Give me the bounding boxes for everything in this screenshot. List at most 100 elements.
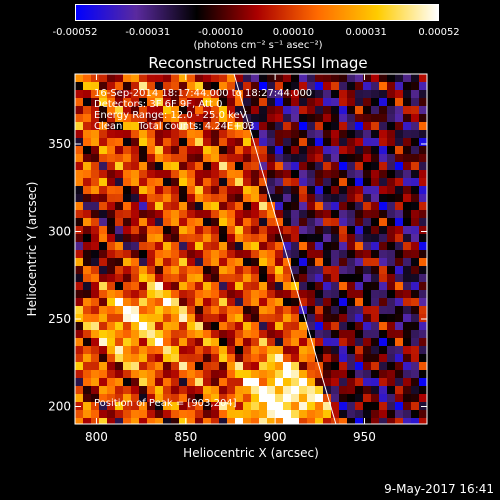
heatmap-cell [75,106,83,114]
heatmap-cell [339,170,347,178]
heatmap-cell [219,242,227,250]
heatmap-cell [179,378,187,386]
heatmap-cell [363,330,371,338]
heatmap-cell [411,186,419,194]
heatmap-cell [371,354,379,362]
heatmap-cell [315,82,323,90]
heatmap-cell [363,338,371,346]
heatmap-cell [331,178,339,186]
heatmap-cell [299,354,307,362]
heatmap-cell [195,394,203,402]
heatmap-cell [203,386,211,394]
heatmap-cell [259,306,267,314]
heatmap-cell [411,210,419,218]
heatmap-cell [99,314,107,322]
heatmap-cell [251,346,259,354]
heatmap-cell [315,234,323,242]
heatmap-cell [363,98,371,106]
heatmap-cell [403,226,411,234]
heatmap-cell [403,154,411,162]
heatmap-cell [227,394,235,402]
heatmap-cell [147,98,155,106]
heatmap-cell [395,170,403,178]
heatmap-cell [195,306,203,314]
heatmap-cell [75,410,83,418]
heatmap-cell [371,370,379,378]
heatmap-cell [147,186,155,194]
heatmap-cell [323,218,331,226]
heatmap-cell [267,234,275,242]
heatmap-cell [395,218,403,226]
heatmap-cell [331,362,339,370]
heatmap-cell [75,202,83,210]
heatmap-cell [411,394,419,402]
heatmap-cell [267,386,275,394]
heatmap-cell [187,378,195,386]
heatmap-cell [339,266,347,274]
heatmap-cell [379,378,387,386]
heatmap-cell [251,210,259,218]
heatmap-cell [147,346,155,354]
heatmap-cell [155,314,163,322]
heatmap-cell [147,146,155,154]
heatmap-cell [83,274,91,282]
heatmap-cell [403,418,411,424]
heatmap-cell [187,82,195,90]
heatmap-cell [155,122,163,130]
heatmap-cell [379,154,387,162]
heatmap-cell [171,98,179,106]
heatmap-cell [219,370,227,378]
heatmap-cell [211,402,219,410]
heatmap-cell [251,378,259,386]
heatmap-cell [267,290,275,298]
heatmap-cell [331,338,339,346]
heatmap-cell [139,218,147,226]
heatmap-cell [307,274,315,282]
heatmap-cell [251,98,259,106]
heatmap-cell [131,354,139,362]
heatmap-cell [91,322,99,330]
heatmap-cell [99,154,107,162]
heatmap-cell [171,386,179,394]
heatmap-cell [171,362,179,370]
heatmap-cell [395,90,403,98]
heatmap-cell [115,98,123,106]
heatmap-cell [243,314,251,322]
heatmap-cell [75,378,83,386]
heatmap-cell [299,402,307,410]
heatmap-cell [379,418,387,424]
heatmap-cell [403,234,411,242]
heatmap-cell [235,74,243,82]
heatmap-cell [355,386,363,394]
heatmap-cell [299,162,307,170]
heatmap-cell [299,106,307,114]
heatmap-cell [211,210,219,218]
heatmap-cell [339,314,347,322]
heatmap-cell [179,290,187,298]
heatmap-cell [123,226,131,234]
heatmap-cell [227,378,235,386]
heatmap-cell [211,274,219,282]
heatmap-cell [235,234,243,242]
heatmap-cell [387,402,395,410]
heatmap-cell [379,346,387,354]
footer-date: 9-May-2017 16:41 [384,482,494,496]
heatmap-cell [307,82,315,90]
heatmap-cell [75,354,83,362]
x-axis-label: Heliocentric X (arcsec) [183,446,319,460]
heatmap-cell [115,138,123,146]
heatmap-cell [363,234,371,242]
heatmap-cell [139,346,147,354]
heatmap-cell [243,74,251,82]
heatmap-cell [115,210,123,218]
heatmap-cell [267,146,275,154]
heatmap-cell [171,274,179,282]
heatmap-cell [155,98,163,106]
heatmap-cell [259,394,267,402]
heatmap-cell [411,90,419,98]
heatmap-cell [411,282,419,290]
heatmap-cell [267,322,275,330]
heatmap-cell [339,74,347,82]
heatmap-cell [299,98,307,106]
heatmap-cell [259,322,267,330]
